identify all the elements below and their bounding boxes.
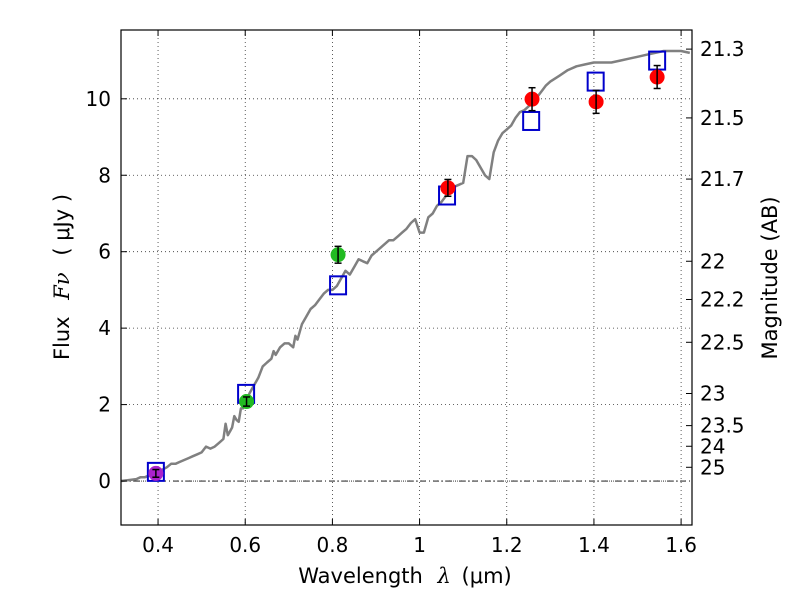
y-tick-label: 8 <box>98 163 111 187</box>
model-photometry-square <box>522 110 541 131</box>
x-tick-label: 1.6 <box>665 533 697 557</box>
y-tick-label: 10 <box>86 87 111 111</box>
y-tick-label: 2 <box>98 393 111 417</box>
x-tick-label: 0.8 <box>316 533 348 557</box>
x-tick-label: 1 <box>413 533 426 557</box>
magnitude-tick-label: 21.3 <box>700 37 745 61</box>
x-tick-label: 1.4 <box>578 533 610 557</box>
grid-lines <box>121 30 692 525</box>
magnitude-tick-label: 21.5 <box>700 106 745 130</box>
model-photometry-square <box>329 275 348 296</box>
y-axis-label: Flux Fν ( μJy ) <box>50 194 74 360</box>
plot-frame <box>120 29 693 526</box>
x-axis-label-unit: (μm) <box>462 564 512 588</box>
magnitude-tick-label: 21.7 <box>700 167 745 191</box>
magnitude-tick-label: 22.5 <box>700 330 745 354</box>
y-tick-label: 0 <box>98 469 111 493</box>
magnitude-axis-label: Magnitude (AB) <box>758 196 782 359</box>
magnitude-tick-label: 22.2 <box>700 287 745 311</box>
x-tick-label: 0.6 <box>229 533 261 557</box>
magnitude-tick-label: 25 <box>700 455 725 479</box>
y-axis-label-symbol: Fν <box>50 272 74 301</box>
spectrum-line <box>120 49 691 483</box>
axis-ticks: 0.4 0.6 0.8 1 1.2 1.4 1.6024681021.321.521.722… <box>86 30 745 557</box>
magnitude-tick-label: 23.5 <box>700 414 745 438</box>
magnitude-tick-label: 22 <box>700 249 725 273</box>
x-axis-label: Wavelength λ (μm) <box>298 564 511 588</box>
data-series <box>120 49 691 483</box>
x-axis-label-prefix: Wavelength <box>298 564 423 588</box>
x-tick-label: 1.2 <box>491 533 523 557</box>
model-photometry-square <box>586 71 605 92</box>
magnitude-tick-label: 24 <box>700 434 725 458</box>
x-tick-label: 0.4 <box>142 533 174 557</box>
y-tick-label: 6 <box>98 240 111 264</box>
y-tick-label: 4 <box>98 316 111 340</box>
y-axis-label-unit: ( μJy ) <box>50 194 74 256</box>
magnitude-tick-label: 23 <box>700 382 725 406</box>
x-axis-label-symbol: λ <box>437 564 451 588</box>
y-axis-label-prefix: Flux <box>50 316 74 360</box>
